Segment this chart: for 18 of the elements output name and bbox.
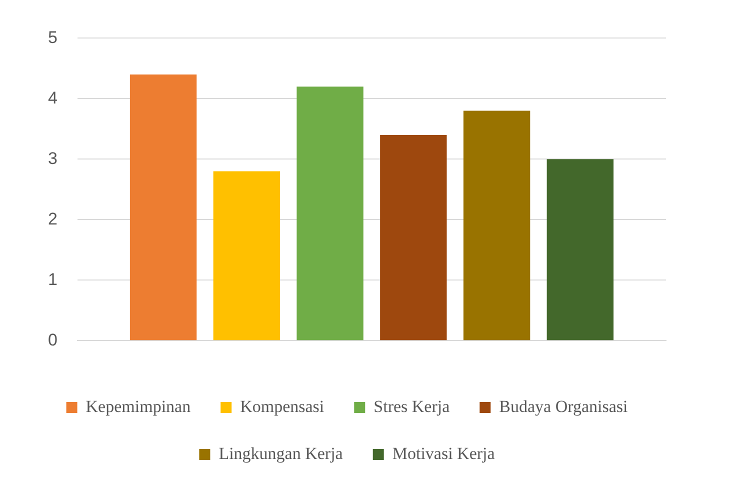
bar bbox=[380, 134, 447, 340]
y-tick-label: 5 bbox=[48, 28, 58, 47]
bar bbox=[130, 74, 197, 340]
y-tick-label: 2 bbox=[48, 209, 58, 228]
y-tick-label: 3 bbox=[48, 148, 58, 168]
bar bbox=[463, 110, 530, 340]
legend-label: Budaya Organisasi bbox=[499, 396, 628, 416]
bar bbox=[213, 171, 280, 340]
y-tick-label: 4 bbox=[48, 88, 58, 108]
legend-label: Kepemimpinan bbox=[86, 396, 192, 416]
legend-label: Lingkungan Kerja bbox=[218, 444, 344, 463]
bar bbox=[546, 159, 614, 340]
bar bbox=[296, 86, 364, 340]
y-tick-label: 0 bbox=[48, 330, 58, 350]
legend-label: Motivasi Kerja bbox=[392, 444, 496, 463]
y-tick-label: 1 bbox=[48, 270, 58, 289]
legend-label: Kompensasi bbox=[240, 396, 324, 416]
legend-label: Stres Kerja bbox=[374, 396, 450, 416]
